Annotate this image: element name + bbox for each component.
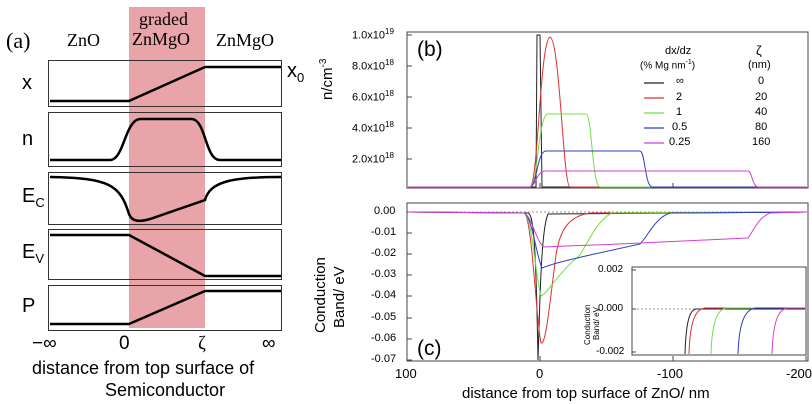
- ytick-b-4: 2.0x1018: [352, 151, 394, 166]
- ytick-b-1: 8.0x1018: [352, 58, 394, 73]
- row-box-n: [48, 112, 282, 167]
- legend-zeta-40: 40: [755, 106, 768, 118]
- legend-zeta-20: 20: [755, 91, 768, 103]
- axis-label-c-line1: Conduction: [312, 257, 329, 333]
- xtick-3: -200: [786, 366, 812, 381]
- curve-b-2: [408, 36, 807, 188]
- region-label-zno: ZnO: [67, 30, 100, 50]
- legend-dxdz-05: 0.5: [672, 121, 688, 133]
- xtick-1: 0: [536, 366, 544, 381]
- panel-label-a: (a): [6, 28, 31, 53]
- curve-b-inf: [408, 34, 807, 188]
- legend-zeta-160: 160: [752, 136, 771, 148]
- inset-ytick-0: 0.002: [598, 264, 624, 275]
- legend-head-dxdz: dx/dz: [665, 45, 692, 57]
- curve-c-2: [407, 211, 808, 344]
- curve-c-025: [407, 211, 808, 248]
- row-box-x: [48, 60, 282, 107]
- ytick-c-6: -0.06: [371, 332, 397, 344]
- inset-curve-inf: [684, 308, 805, 355]
- ytick-b-0: 1.0x1019: [352, 27, 394, 42]
- curve-c-1: [407, 211, 808, 297]
- xtick-2: -100: [657, 366, 684, 381]
- row-box-ev: [48, 229, 282, 280]
- axis-label-c-line2: Band/ eV: [331, 266, 348, 328]
- x0-label: x0: [287, 60, 305, 85]
- curve-n: [50, 117, 281, 162]
- row-label-n: n: [22, 128, 34, 150]
- axis-label-b: n/cm-3: [318, 58, 336, 100]
- ytick-c-0: 0.00: [374, 205, 396, 217]
- ytick-c-3: -0.03: [371, 268, 397, 280]
- ytick-c-2: -0.02: [371, 247, 397, 259]
- schematic-curves: [49, 65, 282, 326]
- curve-c-05: [407, 211, 808, 269]
- curve-b-1: [408, 113, 807, 188]
- region-label-graded: graded: [139, 9, 188, 29]
- region-label-graded-znmgo: ZnMgO: [132, 29, 190, 49]
- panel-label-b: (b): [417, 38, 443, 61]
- frame-b: [406, 31, 809, 189]
- inset-curve-1: [710, 307, 805, 355]
- axis-label-a-line2: Semiconductor: [105, 380, 226, 400]
- ytick-c-4: -0.04: [371, 289, 397, 301]
- row-label-ec: EC: [22, 185, 45, 210]
- tick-zero: 0: [119, 333, 130, 354]
- curve-ec: [49, 175, 282, 223]
- ytick-c-7: -0.07: [371, 353, 397, 365]
- ytick-b-2: 6.0x1018: [352, 89, 394, 104]
- legend-head-dxdz-unit: (% Mg nm-1): [640, 59, 696, 72]
- tick-infinity: ∞: [262, 333, 276, 354]
- inset-frame: [631, 266, 807, 356]
- axis-label-x-bc: distance from top surface of ZnO/ nm: [462, 385, 710, 402]
- legend-dxdz-1: 1: [676, 106, 683, 118]
- row-box-ec: [48, 172, 282, 225]
- row-box-p: [48, 285, 282, 331]
- ytick-b-3: 4.0x1018: [352, 120, 394, 135]
- inset-curve-05: [737, 307, 805, 355]
- ytick-c-5: -0.05: [371, 311, 397, 323]
- curve-p: [50, 289, 281, 326]
- inset-curve-2: [688, 307, 805, 355]
- row-label-x: x: [22, 72, 32, 94]
- curve-c-inf: [407, 211, 808, 361]
- legend-head-zeta: ζ: [756, 43, 762, 58]
- legend-dxdz-025: 0.25: [669, 136, 691, 148]
- tick-neg-infinity: −∞: [32, 333, 57, 354]
- curve-b-05: [408, 150, 807, 188]
- inset-curve-025: [771, 307, 805, 355]
- legend-dxdz-2: 2: [676, 91, 683, 103]
- ytick-c-1: -0.01: [371, 226, 397, 238]
- panel-label-c: (c): [417, 337, 442, 360]
- axis-label-a-line1: distance from top surface of: [32, 358, 255, 378]
- frame-c: [406, 202, 809, 362]
- row-label-ev: EV: [22, 241, 45, 266]
- legend-dxdz-inf: ∞: [676, 75, 684, 87]
- curve-b-025: [408, 170, 807, 188]
- legend-zeta-80: 80: [755, 121, 768, 133]
- inset-ytick-1: 0.000: [598, 303, 624, 314]
- region-label-znmgo: ZnMgO: [216, 30, 274, 50]
- curve-ev: [50, 233, 281, 278]
- curve-x: [50, 65, 281, 103]
- legend-zeta-0: 0: [758, 75, 765, 87]
- inset-ytick-2: -0.002: [596, 346, 625, 357]
- inset-ylabel-line1: Conduction: [583, 304, 592, 345]
- tick-zeta: ζ: [198, 333, 206, 354]
- legend-head-zeta-unit: (nm): [748, 59, 771, 71]
- row-label-p: P: [22, 295, 36, 317]
- xtick-0: 100: [395, 366, 417, 381]
